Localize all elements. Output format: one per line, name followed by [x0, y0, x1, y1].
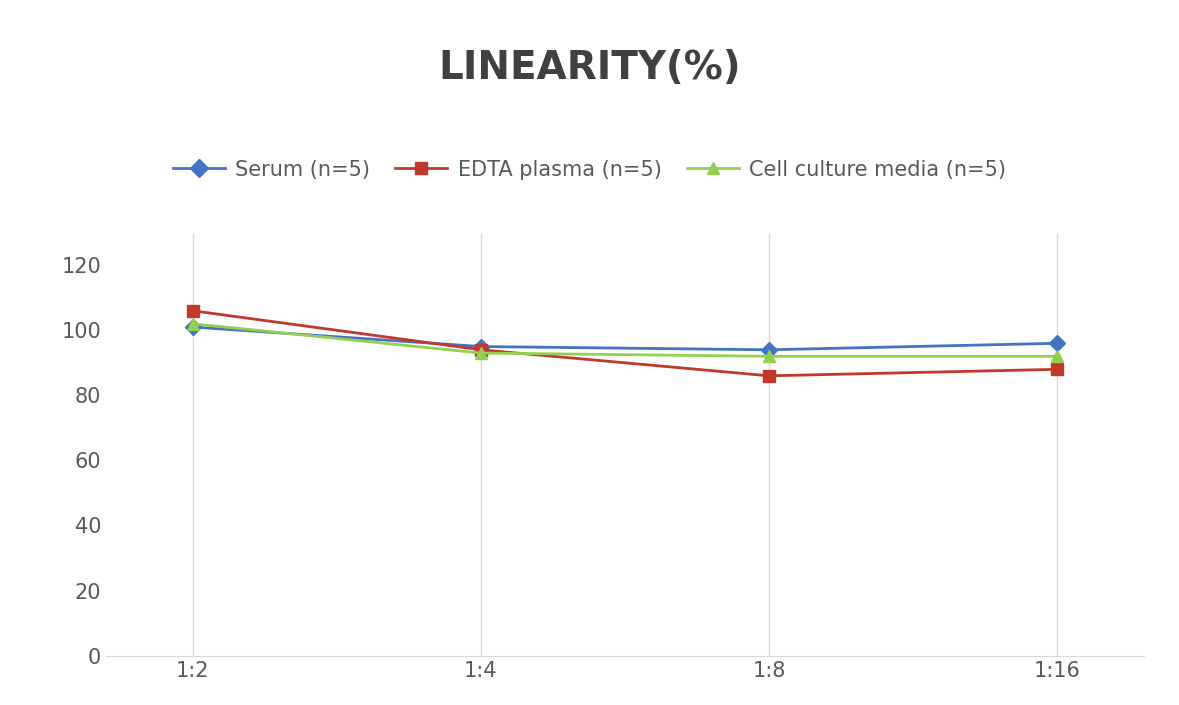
Line: Cell culture media (n=5): Cell culture media (n=5)	[187, 318, 1062, 362]
EDTA plasma (n=5)	[474, 345, 488, 354]
Serum (n=5)	[185, 323, 199, 331]
Line: Serum (n=5): Serum (n=5)	[187, 321, 1062, 355]
Legend: Serum (n=5), EDTA plasma (n=5), Cell culture media (n=5): Serum (n=5), EDTA plasma (n=5), Cell cul…	[165, 152, 1014, 188]
Cell culture media (n=5)	[1050, 352, 1065, 360]
Text: LINEARITY(%): LINEARITY(%)	[439, 49, 740, 87]
EDTA plasma (n=5)	[762, 372, 776, 380]
Cell culture media (n=5)	[762, 352, 776, 360]
Line: EDTA plasma (n=5): EDTA plasma (n=5)	[187, 305, 1062, 381]
EDTA plasma (n=5)	[1050, 365, 1065, 374]
Serum (n=5)	[762, 345, 776, 354]
Serum (n=5)	[1050, 339, 1065, 348]
Cell culture media (n=5)	[474, 349, 488, 357]
Serum (n=5)	[474, 343, 488, 351]
Cell culture media (n=5)	[185, 319, 199, 328]
EDTA plasma (n=5)	[185, 307, 199, 315]
